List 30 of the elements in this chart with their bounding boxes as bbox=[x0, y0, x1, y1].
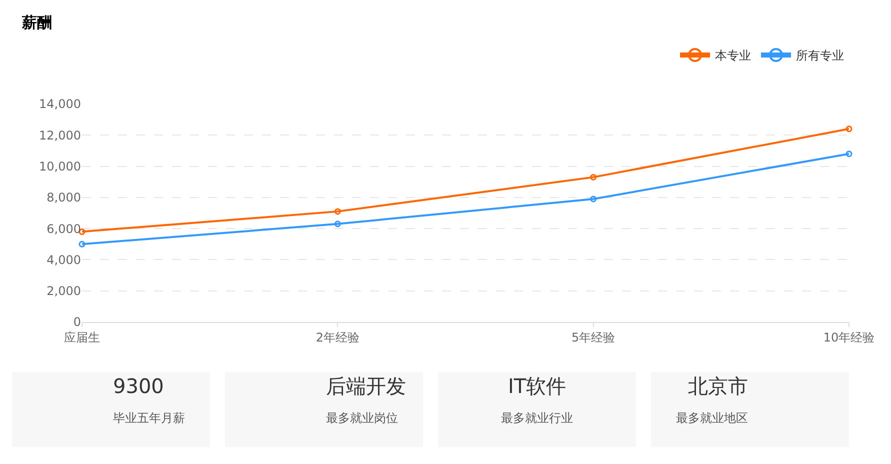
y-tick-label: 6,000 bbox=[46, 222, 81, 236]
text: 9300 bbox=[113, 374, 164, 398]
point bbox=[590, 174, 597, 180]
point bbox=[334, 220, 341, 228]
text: 后端开发 bbox=[326, 374, 406, 398]
y-tick-label: 8,000 bbox=[46, 190, 81, 205]
x-tick-label: 2年经验 bbox=[316, 330, 360, 344]
text: IT软件 bbox=[508, 374, 566, 398]
legend-label: 所有专业 bbox=[796, 48, 844, 63]
point bbox=[334, 208, 341, 215]
y-tick-label: 0 bbox=[73, 315, 81, 330]
point bbox=[590, 196, 597, 202]
text: 最多就业地区 bbox=[676, 411, 748, 425]
y-tick-label: 12,000 bbox=[39, 128, 81, 142]
y-tick-label: 4,000 bbox=[46, 252, 81, 267]
y-tick-label: 10,000 bbox=[39, 159, 81, 174]
point bbox=[846, 150, 852, 158]
point bbox=[78, 240, 86, 248]
text: 最多就业岗位 bbox=[326, 411, 398, 425]
x-tick-label: 应届生 bbox=[64, 330, 100, 344]
text: 毕业五年月薪 bbox=[113, 411, 185, 425]
point bbox=[846, 126, 852, 132]
x-tick-label: 5年经验 bbox=[572, 330, 616, 344]
y-tick-label: 14,000 bbox=[39, 97, 81, 112]
text: 最多就业行业 bbox=[501, 411, 573, 425]
text: 北京市 bbox=[688, 374, 748, 398]
x-tick-label: 10年经验 bbox=[823, 330, 875, 344]
legend-label: 本专业 bbox=[715, 48, 751, 63]
chart-title: 薪酬 bbox=[21, 13, 52, 32]
y-tick-label: 2,000 bbox=[46, 284, 81, 298]
